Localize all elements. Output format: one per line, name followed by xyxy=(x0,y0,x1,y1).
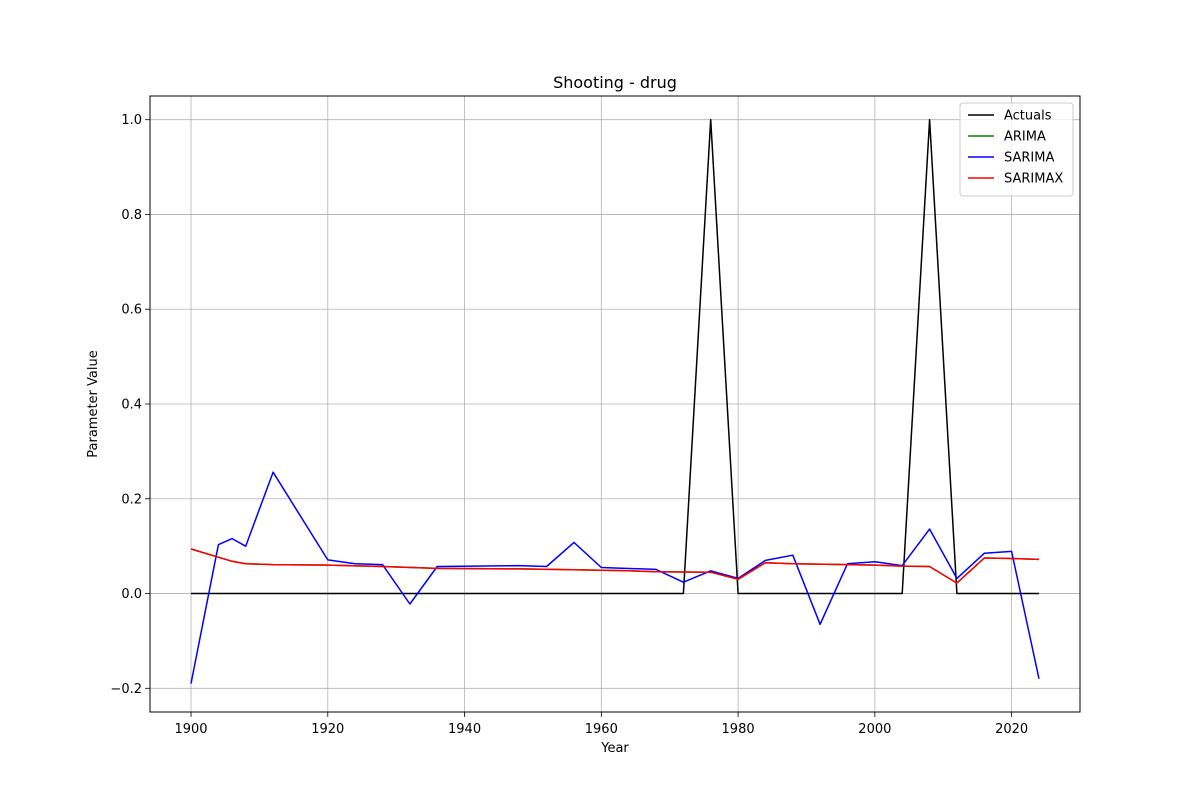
series-layer xyxy=(190,118,1040,684)
x-axis-title: Year xyxy=(600,741,629,756)
x-tick-label: 1940 xyxy=(448,722,481,737)
series-line-sarimax xyxy=(190,548,1040,584)
legend-label-sarima: SARIMA xyxy=(1004,151,1054,166)
x-axis: 1900 1920 1940 1960 1980 2000 2020 xyxy=(174,712,1028,737)
y-tick-label: 0.6 xyxy=(121,303,142,318)
legend-label-arima: ARIMA xyxy=(1004,130,1046,145)
x-tick-label: 2000 xyxy=(858,722,891,737)
y-tick-label: 0.8 xyxy=(121,208,142,223)
x-tick-label: 1920 xyxy=(311,722,344,737)
y-tick-label: 0.4 xyxy=(121,398,142,413)
legend: Actuals ARIMA SARIMA SARIMAX xyxy=(959,102,1074,197)
series-line-sarima xyxy=(190,471,1040,684)
x-tick-label: 1900 xyxy=(174,722,207,737)
x-tick-label: 2020 xyxy=(995,722,1028,737)
y-tick-label: −0.2 xyxy=(110,682,142,697)
y-tick-label: 0.2 xyxy=(121,492,142,507)
chart-title: Shooting - drug xyxy=(553,73,677,92)
y-axis-title: Parameter Value xyxy=(86,350,101,457)
legend-label-actuals: Actuals xyxy=(1004,109,1052,124)
y-axis: −0.2 0.0 0.2 0.4 0.6 0.8 1.0 xyxy=(110,113,150,697)
legend-label-sarimax: SARIMAX xyxy=(1004,172,1063,187)
x-tick-label: 1960 xyxy=(585,722,618,737)
legend-box xyxy=(959,102,1074,197)
y-tick-label: 1.0 xyxy=(121,113,142,128)
series-line-actuals xyxy=(191,118,1039,595)
y-tick-label: 0.0 xyxy=(121,587,142,602)
x-tick-label: 1980 xyxy=(722,722,755,737)
